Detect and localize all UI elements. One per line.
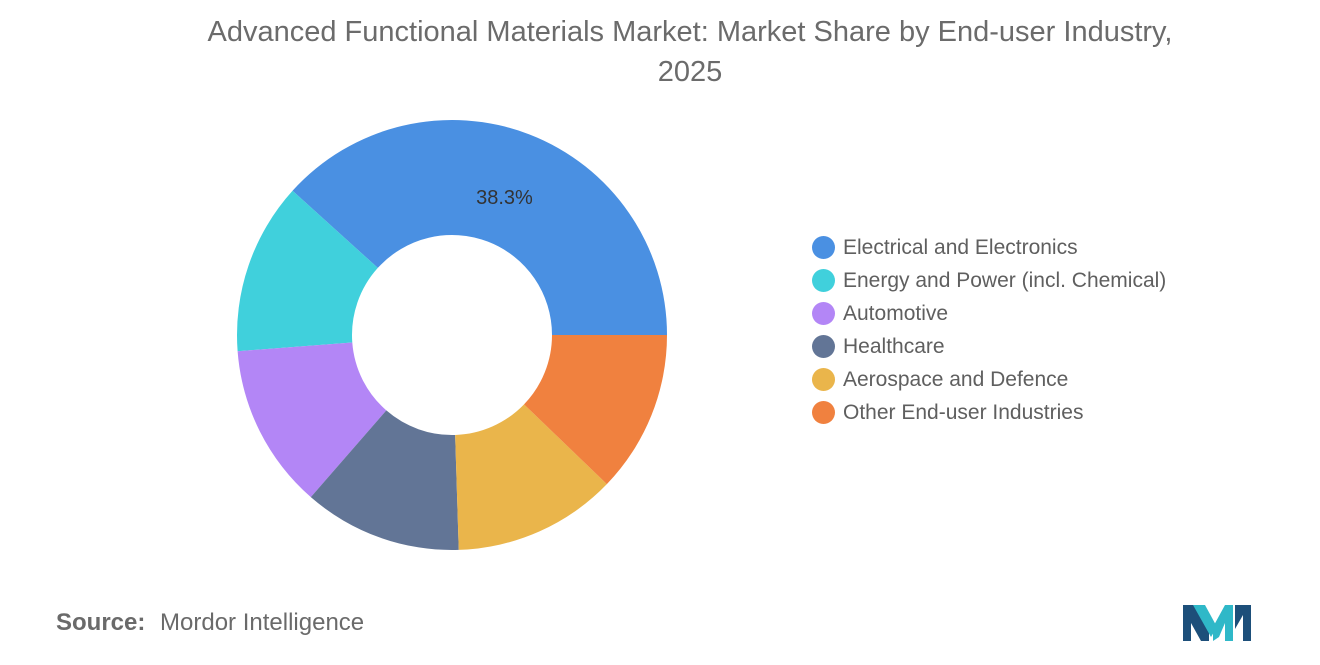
legend-swatch: [812, 368, 835, 391]
legend-item-automotive: Automotive: [812, 297, 1166, 330]
slice-other-end-user-industries: [524, 335, 667, 485]
legend-item-aerospace-and-defence: Aerospace and Defence: [812, 363, 1166, 396]
source-value: Mordor Intelligence: [160, 609, 365, 636]
legend-label: Aerospace and Defence: [843, 367, 1069, 391]
legend-item-other-end-user-industries: Other End-user Industries: [812, 396, 1166, 429]
legend-label: Other End-user Industries: [843, 400, 1084, 424]
legend-item-energy-and-power-incl-chemical: Energy and Power (incl. Chemical): [812, 264, 1166, 297]
legend-swatch: [812, 236, 835, 259]
slice-healthcare: [310, 410, 459, 550]
source-label: Source:: [56, 609, 146, 636]
legend-item-healthcare: Healthcare: [812, 330, 1166, 363]
chart-legend: Electrical and Electronics Energy and Pow…: [812, 231, 1166, 429]
legend-item-electrical-and-electronics: Electrical and Electronics: [812, 231, 1166, 264]
legend-swatch: [812, 401, 835, 424]
chart-title-line-1: Advanced Functional Materials Market: Ma…: [207, 16, 1173, 48]
chart-title-line-2: 2025: [657, 56, 723, 88]
legend-swatch: [812, 269, 835, 292]
slice-automotive: [237, 342, 387, 498]
source-note: Source: Mordor Intelligence: [56, 609, 364, 637]
legend-swatch: [812, 302, 835, 325]
legend-label: Energy and Power (incl. Chemical): [843, 268, 1167, 292]
slice-electrical-and-electronics: [292, 119, 667, 335]
mordor-intelligence-logo-icon: [1183, 605, 1251, 641]
legend-label: Electrical and Electronics: [843, 235, 1078, 259]
legend-label: Healthcare: [843, 334, 945, 358]
data-label-electrical-and-electronics: 38.3%: [476, 187, 533, 209]
legend-swatch: [812, 335, 835, 358]
chart-title: Advanced Functional Materials Market: Ma…: [0, 12, 1320, 92]
legend-label: Automotive: [843, 301, 949, 325]
slice-aerospace-and-defence: [455, 404, 607, 550]
slice-energy-and-power-incl-chemical: [237, 190, 378, 352]
